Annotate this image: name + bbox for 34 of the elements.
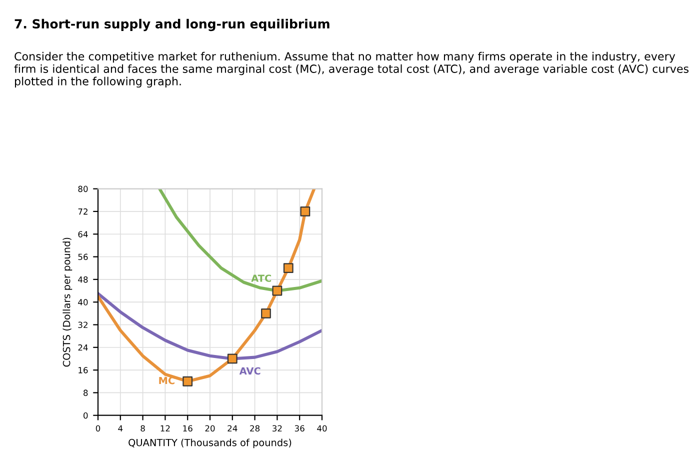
x-tick-label: 40 [317, 425, 327, 432]
x-tick-label: 0 [96, 425, 100, 432]
y-tick-label: 56 [78, 254, 88, 260]
x-tick-label: 8 [140, 425, 145, 432]
x-tick-label: 16 [183, 425, 192, 432]
y-tick-label: 24 [78, 344, 88, 351]
point [300, 206, 310, 216]
y-tick-label: 72 [78, 208, 88, 215]
y-tick-label: 40 [78, 299, 88, 306]
point [261, 308, 271, 318]
point [272, 286, 282, 296]
y-tick-label: 64 [78, 231, 88, 238]
x-tick-label: 4 [118, 425, 123, 432]
y-tick-label: 48 [78, 276, 88, 283]
x-tick-label: 28 [250, 425, 260, 432]
y-tick-label: 0 [84, 412, 88, 419]
x-tick-label: 12 [160, 425, 170, 432]
x-tick-label: 24 [228, 425, 238, 432]
point [283, 263, 294, 274]
series-label: AVC [239, 367, 260, 375]
y-tick-label: 80 [78, 186, 88, 192]
series-label: ATC [251, 274, 272, 282]
x-tick-label: 36 [294, 425, 304, 432]
y-tick-label: 32 [78, 322, 88, 328]
x-tick-label: 20 [205, 425, 215, 432]
text: Consider the competitive market for ruthenium. Assume that no matter how many firms operate in the industry, every firm is identical and faces the same marginal cost (MC), average total cost (ATC), and average variable cost (AVC) curves plotted in the following graph. [14, 52, 689, 88]
x-axis-title: QUANTITY (Thousands of pounds) [128, 438, 292, 448]
y-tick-label: 16 [78, 367, 88, 374]
point [182, 376, 193, 386]
y-tick-label: 8 [84, 390, 88, 396]
point [227, 354, 238, 364]
x-tick-label: 32 [272, 425, 282, 432]
y-axis-title: COSTS (Dollars per pound) [62, 238, 72, 367]
chart-title: 7. Short-run supply and long-run equilibrium [14, 18, 330, 32]
